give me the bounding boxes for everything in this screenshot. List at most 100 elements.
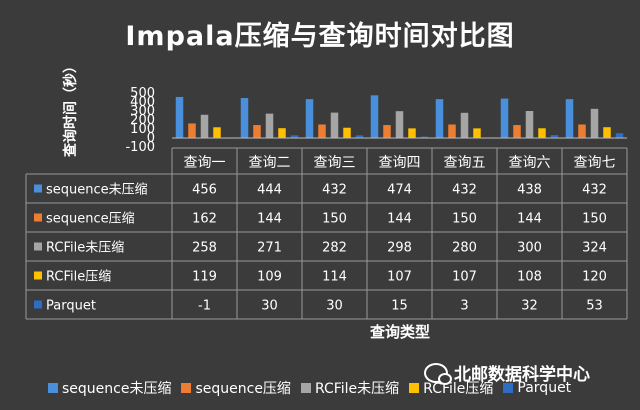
data-label: 150 bbox=[582, 212, 607, 227]
table-series-name: RCFile压缩 bbox=[46, 269, 111, 285]
legend-swatch bbox=[48, 383, 58, 393]
data-label: 15 bbox=[391, 299, 408, 314]
x-tick-label: 查询二 bbox=[249, 155, 291, 171]
table-series-swatch bbox=[34, 271, 42, 280]
bar bbox=[513, 125, 521, 138]
bar bbox=[538, 128, 546, 138]
chart-title: Impala压缩与查询时间对比图 bbox=[125, 21, 515, 52]
data-label: 107 bbox=[387, 270, 412, 285]
table-series-name: Parquet bbox=[46, 299, 96, 314]
bar bbox=[395, 111, 404, 138]
bar bbox=[355, 135, 364, 138]
bar bbox=[383, 125, 391, 138]
data-label: 438 bbox=[517, 183, 542, 198]
bar bbox=[603, 127, 611, 138]
legend-swatch bbox=[503, 383, 514, 393]
data-label: 109 bbox=[257, 270, 282, 285]
legend-label: Parquet bbox=[517, 380, 572, 396]
bar bbox=[550, 135, 559, 138]
legend-label: sequence压缩 bbox=[195, 381, 291, 397]
table-series-name: sequence压缩 bbox=[46, 211, 135, 227]
x-axis-label: 查询类型 bbox=[369, 323, 430, 341]
data-label: 432 bbox=[582, 183, 607, 198]
legend-item: sequence未压缩 bbox=[48, 378, 171, 398]
bar bbox=[213, 127, 221, 138]
x-tick-label: 查询四 bbox=[379, 155, 421, 171]
data-label: 258 bbox=[192, 241, 217, 256]
data-label: 456 bbox=[192, 183, 217, 198]
y-tick-label: 300 bbox=[130, 104, 155, 119]
data-label: 280 bbox=[452, 241, 477, 256]
data-label: 150 bbox=[452, 212, 477, 227]
data-label: 144 bbox=[387, 212, 412, 227]
y-tick-label: 500 bbox=[130, 86, 155, 101]
legend-label: RCFile压缩 bbox=[423, 381, 494, 397]
y-tick-label: 200 bbox=[130, 113, 155, 128]
data-label: 144 bbox=[517, 212, 542, 227]
data-label: 150 bbox=[322, 212, 347, 227]
bar bbox=[590, 108, 599, 138]
data-label: 324 bbox=[582, 241, 607, 256]
data-label: 298 bbox=[387, 241, 412, 256]
bar bbox=[420, 136, 429, 138]
y-tick-label: 400 bbox=[130, 95, 155, 110]
legend-item: Parquet bbox=[503, 378, 571, 398]
legend-swatch bbox=[409, 383, 420, 393]
x-tick-label: 查询六 bbox=[509, 155, 551, 171]
bar bbox=[290, 135, 299, 138]
chart-legend: sequence未压缩 sequence压缩 RCFile未压缩 RCFile压缩 Pa… bbox=[48, 378, 571, 398]
data-label: 114 bbox=[322, 270, 347, 285]
bar bbox=[200, 114, 209, 138]
data-label: 432 bbox=[322, 183, 347, 198]
table-series-swatch bbox=[34, 213, 42, 222]
legend-item: RCFile未压缩 bbox=[300, 378, 399, 398]
data-label: 271 bbox=[257, 241, 282, 256]
bar bbox=[370, 95, 379, 138]
x-tick-label: 查询五 bbox=[444, 155, 486, 171]
table-series-swatch bbox=[34, 184, 42, 193]
table-series-swatch bbox=[34, 242, 42, 251]
bar bbox=[460, 112, 469, 138]
data-label: 300 bbox=[517, 241, 542, 256]
data-label: 30 bbox=[326, 299, 343, 314]
bar bbox=[408, 128, 416, 138]
data-label: 144 bbox=[257, 212, 282, 227]
data-label: 162 bbox=[192, 212, 217, 227]
bar bbox=[175, 96, 184, 138]
data-label: 53 bbox=[586, 299, 603, 314]
bar bbox=[253, 125, 261, 138]
bar bbox=[578, 124, 586, 138]
table-series-swatch bbox=[34, 300, 42, 309]
bar bbox=[330, 112, 339, 138]
data-label: 474 bbox=[387, 183, 412, 198]
data-label: 108 bbox=[517, 270, 542, 285]
bar bbox=[278, 128, 286, 138]
data-label: -1 bbox=[198, 299, 211, 314]
bar bbox=[305, 99, 314, 138]
legend-label: sequence未压缩 bbox=[62, 381, 172, 397]
data-label: 432 bbox=[452, 183, 477, 198]
data-label: 119 bbox=[192, 270, 217, 285]
table-series-name: RCFile未压缩 bbox=[46, 240, 124, 256]
legend-item: sequence压缩 bbox=[181, 378, 291, 398]
data-label: 30 bbox=[261, 299, 278, 314]
data-label: 107 bbox=[452, 270, 477, 285]
data-label: 32 bbox=[521, 299, 538, 314]
bar bbox=[448, 124, 456, 138]
bar bbox=[565, 99, 574, 138]
table-series-name: sequence未压缩 bbox=[46, 182, 148, 198]
x-tick-label: 查询七 bbox=[574, 155, 616, 171]
data-label: 3 bbox=[460, 299, 468, 314]
bar bbox=[240, 98, 249, 138]
wechat-icon bbox=[424, 362, 452, 385]
bar bbox=[435, 99, 444, 138]
bar bbox=[318, 124, 326, 138]
data-label: 282 bbox=[322, 241, 347, 256]
legend-swatch bbox=[181, 383, 192, 393]
bar bbox=[500, 98, 509, 138]
watermark-text: 北邮数据科学中心 bbox=[454, 365, 590, 385]
bar bbox=[473, 128, 481, 138]
data-label: 120 bbox=[582, 270, 607, 285]
legend-swatch bbox=[300, 383, 311, 393]
